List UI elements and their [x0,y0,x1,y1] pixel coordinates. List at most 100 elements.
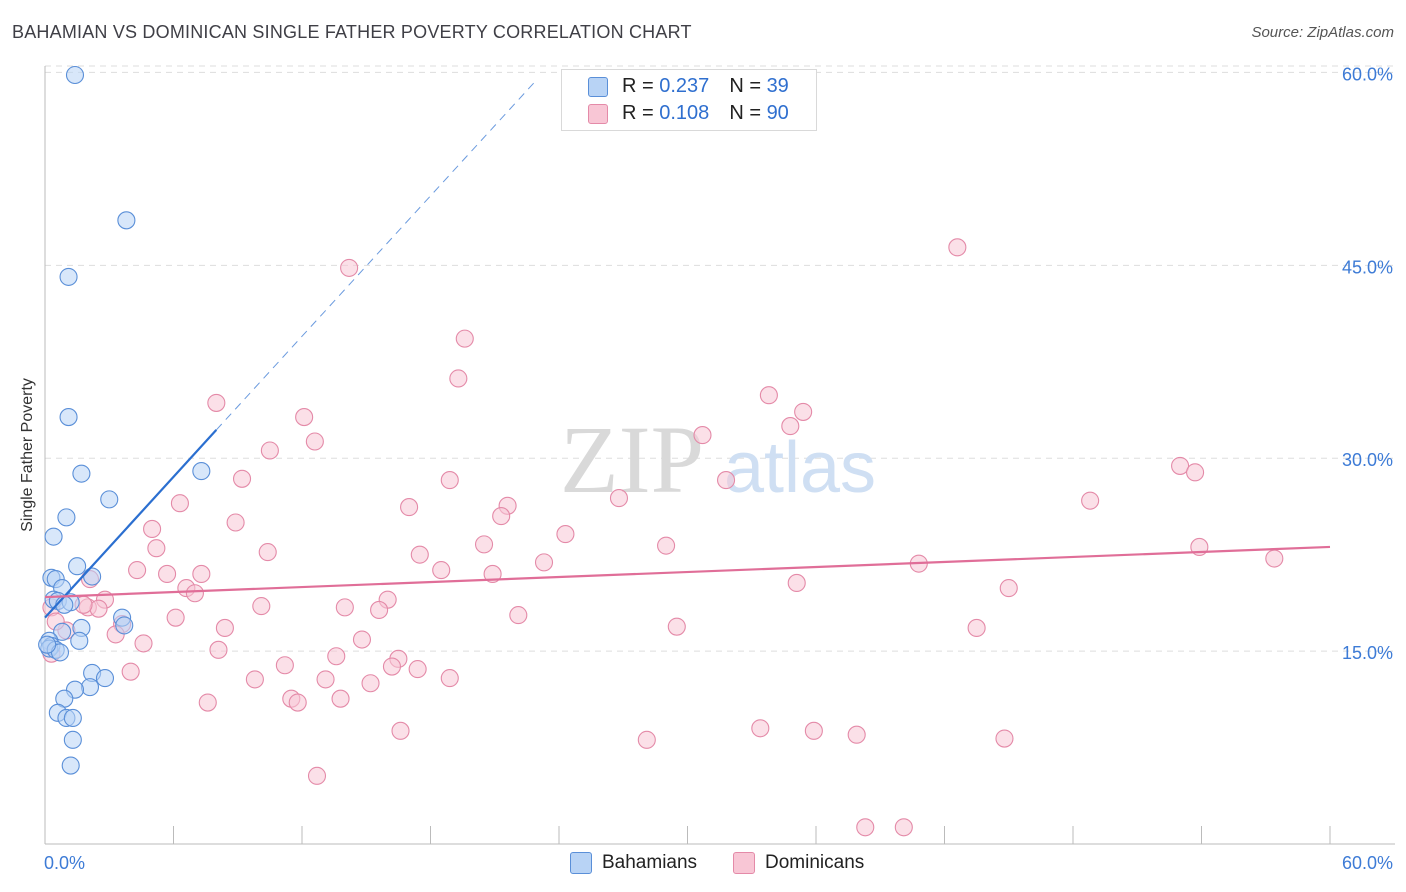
bottom-legend-label: Dominicans [765,852,865,873]
bahamians-point [192,462,211,481]
dominicans-point [340,258,359,277]
legend-n-label: N = [729,102,761,124]
bahamians-point [83,567,102,586]
dominicans-point [327,647,346,666]
dominicans-point [856,818,875,837]
bahamians-point [59,267,78,286]
dominicans-point [147,539,166,558]
dominicans-point [609,489,629,508]
dominicans-point [432,561,451,580]
bahamians-point [70,631,89,650]
bottom-legend-dominicans: Dominicans [733,852,864,874]
dominicans-point [275,656,294,675]
dominicans-point [440,669,459,688]
dominicans-point [391,721,410,740]
dominicans-point [999,579,1018,598]
dominicans-point [449,369,468,388]
dominicans-point [787,573,806,593]
dominicans-point [637,730,656,749]
dominicans-point [556,525,575,544]
dominicans-point [794,402,813,421]
dominicans-point [192,564,211,584]
watermark: ZIP atlas [560,406,876,513]
bahamians-trend-extension [215,78,538,431]
dominicans-point [295,408,314,427]
trend-lines [44,78,1331,619]
bahamians-point [117,211,136,230]
bahamians-point [44,527,63,546]
dominicans-point [166,608,185,627]
dominicans-point [1171,456,1190,475]
dominicans-point [209,640,228,659]
dominicans-point [215,618,234,638]
dominicans-point [258,543,277,562]
bottom-swatch-bahamians [570,852,592,874]
dominicans-points [42,238,1284,837]
dominicans-point [121,662,140,681]
dominicans-point [307,766,327,785]
bahamians-point [53,622,72,641]
dominicans-point [894,818,913,837]
bahamians-points [38,65,211,775]
dominicans-point [143,519,162,538]
dominicans-point [534,553,554,572]
watermark-atlas: atlas [724,428,876,508]
dominicans-point [305,432,324,451]
dominicans-point [847,725,866,744]
dominicans-point [1265,549,1284,568]
legend-row-bahamians: R = 0.237 N = 39 [588,75,789,98]
legend-r-label: R = [622,102,654,124]
dominicans-point [410,545,429,564]
dominicans-point [352,630,372,649]
bahamians-point [57,508,76,527]
dominicans-point [158,564,177,584]
dominicans-point [657,536,676,555]
bahamians-point [95,669,115,688]
y-tick-label: 15.0% [1342,643,1393,663]
x-tick-label: 60.0% [1342,853,1393,873]
bahamians-point [65,65,85,85]
dominicans-point [440,471,459,490]
dominicans-point [170,494,189,513]
dominicans-point [232,469,252,488]
dominicans-point [89,599,108,618]
dominicans-point [474,535,494,554]
legend-n-value: 90 [766,102,789,124]
dominicans-point [1081,491,1100,510]
dominicans-point [995,729,1014,748]
x-tick-label: 0.0% [44,853,85,873]
bahamians-point [55,595,74,614]
bahamians-point [63,708,82,728]
bahamians-point [72,464,91,483]
dominicans-point [483,564,502,584]
dominicans-point [804,721,823,740]
dominicans-point [382,657,402,676]
bahamians-point [115,616,134,635]
legend-row-dominicans: R = 0.108 N = 90 [588,102,789,125]
tick-labels: 15.0% 30.0% 45.0% 60.0% 0.0% 60.0% [44,64,1393,873]
bahamians-point [63,730,82,749]
dominicans-point [128,561,147,580]
dominicans-point [781,417,800,436]
y-tick-label: 45.0% [1342,257,1393,277]
correlation-legend: R = 0.237 N = 39 R = 0.108 N = 90 [561,69,817,131]
legend-r-value: 0.108 [659,102,710,124]
bottom-legend-label: Bahamians [602,852,698,873]
bahamians-point [100,490,119,509]
dominicans-point [245,670,264,689]
dominicans-point [260,441,279,460]
dominicans-point [335,598,354,617]
y-tick-label: 30.0% [1342,450,1393,470]
dominicans-point [316,670,335,689]
dominicans-point [370,600,389,620]
dominicans-point [751,719,770,738]
axes [44,66,1395,845]
dominicans-point [226,513,245,532]
dominicans-point [967,618,986,638]
dominicans-point [288,693,307,712]
legend-swatch-dominicans [588,103,608,124]
bahamians-trend-line [44,429,218,619]
dominicans-point [207,393,226,412]
dominicans-point [509,606,528,625]
